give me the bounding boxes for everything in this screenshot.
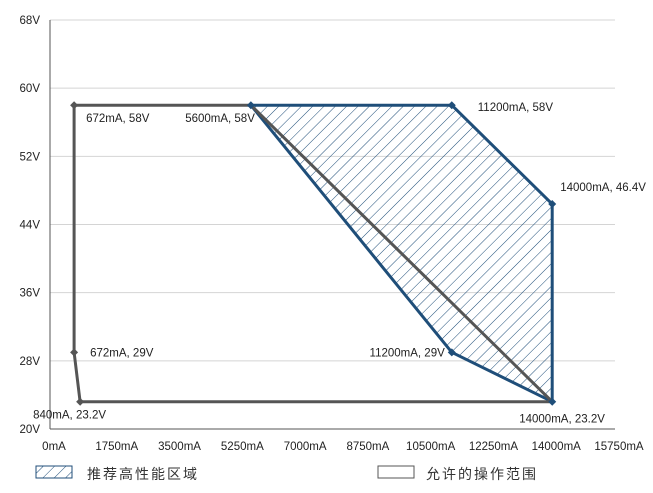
series-layer (72, 103, 554, 404)
point-label: 5600mA, 58V (185, 113, 255, 125)
point-labels: 672mA, 58V 5600mA, 58V 11200mA, 58V 14000mA… (33, 102, 646, 426)
vertex-marker (76, 397, 85, 406)
x-tick-label: 14000mA (532, 441, 582, 453)
legend-swatch-operating-range (377, 465, 415, 479)
point-label: 672mA, 58V (86, 113, 150, 125)
point-markers (70, 101, 557, 406)
x-tick-label: 0mA (42, 441, 66, 453)
y-tick-label: 68V (20, 15, 41, 27)
point-label: 672mA, 29V (90, 347, 154, 359)
point-label: 840mA, 23.2V (33, 410, 106, 422)
x-tick-label: 1750mA (95, 441, 138, 453)
legend-swatch-recommended (35, 465, 73, 479)
x-tick-label: 7000mA (284, 441, 327, 453)
axes (49, 20, 615, 430)
x-tick-label: 15750mA (594, 441, 644, 453)
operating-range-outline (72, 103, 554, 404)
y-tick-label: 52V (20, 151, 41, 163)
x-tick-label: 8750mA (346, 441, 389, 453)
x-tick-label: 3500mA (158, 441, 201, 453)
legend-label-recommended: 推荐高性能区域 (87, 466, 199, 483)
vertex-marker (447, 348, 456, 357)
legend: 推荐高性能区域 允许的操作范围 (35, 465, 538, 483)
vertex-marker (70, 101, 79, 110)
y-tick-label: 60V (20, 83, 41, 95)
legend-label-operating-range: 允许的操作范围 (426, 466, 538, 483)
vertex-marker (447, 101, 456, 110)
x-tick-label: 5250mA (221, 441, 264, 453)
y-tick-label: 28V (20, 356, 41, 368)
vertex-marker (548, 397, 557, 406)
x-tick-label: 10500mA (406, 441, 456, 453)
point-label: 14000mA, 23.2V (519, 414, 605, 426)
y-tick-label: 44V (20, 220, 41, 232)
y-tick-label: 36V (20, 288, 41, 300)
x-tick-label: 12250mA (469, 441, 519, 453)
vertex-marker (70, 348, 79, 357)
tick-labels: 20V 28V 36V 44V 52V 60V 68V 0mA 1750mA 3500mA 5250… (20, 15, 644, 453)
point-label: 11200mA, 58V (478, 102, 554, 114)
vertex-marker (246, 101, 255, 110)
y-tick-label: 20V (20, 424, 41, 436)
vertex-marker (548, 200, 557, 209)
point-label: 11200mA, 29V (370, 347, 446, 359)
point-label: 14000mA, 46.4V (560, 182, 646, 194)
